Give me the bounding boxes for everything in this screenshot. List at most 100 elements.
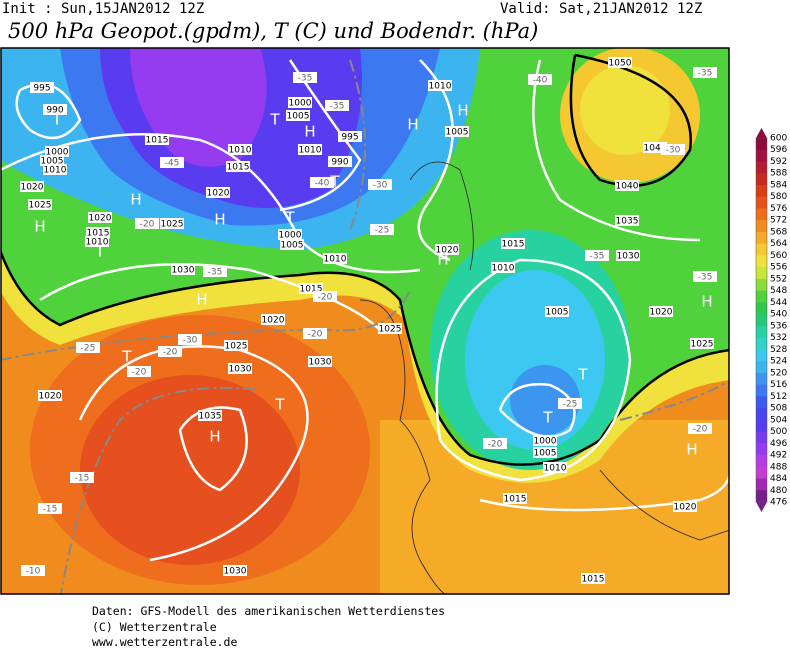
colorbar-band <box>756 490 767 503</box>
colorbar-band <box>756 161 767 174</box>
colorbar-band <box>756 302 767 315</box>
pressure-center: H <box>407 116 418 134</box>
temperature-label-box <box>135 218 159 229</box>
colorbar-label: 484 <box>770 474 787 484</box>
isobar-label: 1035 <box>616 217 639 227</box>
colorbar-band <box>756 431 767 444</box>
temperature-label: -20 <box>318 293 333 303</box>
colorbar-label: 588 <box>770 169 787 179</box>
isobar-label: 995 <box>33 84 50 94</box>
isobar-label-box <box>38 390 62 401</box>
colorbar-label: 492 <box>770 451 787 461</box>
isobar-label-box <box>223 565 247 576</box>
isobar-label: 1005 <box>41 157 64 167</box>
isobar-label-box <box>28 199 52 210</box>
isobar-label-box <box>378 323 402 334</box>
colorbar-band <box>756 396 767 409</box>
isobar-label-box <box>20 181 44 192</box>
isobar-label: 1025 <box>29 201 52 211</box>
isobar-label-box <box>299 283 323 294</box>
colorbar-label: 536 <box>770 321 787 331</box>
isobar-label: 1015 <box>300 285 323 295</box>
isobar-label: 1005 <box>281 241 304 251</box>
colorbar-band <box>756 184 767 198</box>
temperature-label: -35 <box>698 273 713 283</box>
colorbar-band <box>756 478 767 491</box>
isobar-label: 1020 <box>674 503 697 513</box>
colorbar-band <box>756 278 767 292</box>
isobar-label-box <box>445 126 469 137</box>
isobar-label-box <box>288 97 312 108</box>
isobar-label-box <box>338 131 362 142</box>
temperature-label: -20 <box>488 440 503 450</box>
pressure-center: T <box>542 409 553 427</box>
isobar-label-box <box>690 338 714 349</box>
isobar-label: 1025 <box>161 220 184 230</box>
pressure-center: T <box>284 209 295 227</box>
temperature-label: -40 <box>533 76 548 86</box>
isobar-label: 1030 <box>617 252 640 262</box>
isobar-label-box <box>308 356 332 367</box>
isobar-label-box <box>323 253 347 264</box>
colorbar-label: 480 <box>770 486 787 496</box>
temperature-label-box <box>127 366 151 377</box>
colorbar-band <box>756 208 767 221</box>
colorbar-label: 568 <box>770 227 787 237</box>
colorbar-label: 512 <box>770 392 787 402</box>
isobar-label-box <box>649 306 673 317</box>
temperature-label: -25 <box>375 226 390 236</box>
temperature-label-box <box>293 72 317 83</box>
isobar-label: 1010 <box>324 255 347 265</box>
isobar-label-box <box>85 236 109 247</box>
colorbar-band <box>756 443 767 456</box>
footer-line: (C) Wetterzentrale <box>92 620 217 634</box>
isobar-label-box <box>608 57 632 68</box>
isobar-label-box <box>30 82 54 93</box>
isobar-label-box <box>43 164 67 175</box>
isobar-label-box <box>543 462 567 473</box>
temperature-label: -35 <box>698 69 713 79</box>
isobar-label-box <box>160 218 184 229</box>
pressure-center: H <box>130 191 141 209</box>
temperature-label-box <box>585 250 609 261</box>
isobar-label: 1030 <box>229 365 252 375</box>
pressure-center: T <box>329 173 340 191</box>
colorbar-band <box>756 314 767 327</box>
isobar-label-box <box>616 250 640 261</box>
footer-line: www.wetterzentrale.de <box>92 635 237 648</box>
isobar-label: 1000 <box>46 148 69 158</box>
colorbar-label: 516 <box>770 380 787 390</box>
isobar-label-box <box>43 104 67 115</box>
pressure-center: H <box>701 293 712 311</box>
colorbar-band <box>756 419 767 433</box>
isobar-label: 1010 <box>492 264 515 274</box>
pressure-center: T <box>269 111 280 129</box>
isobar-label: 1025 <box>691 340 714 350</box>
colorbar-band <box>756 196 767 209</box>
isobar-label-box <box>40 155 64 166</box>
colorbar-label: 532 <box>770 333 787 343</box>
isobar-label-box <box>643 142 667 153</box>
colorbar-arrow <box>756 128 767 138</box>
temperature-label: -20 <box>132 368 147 378</box>
temperature-label-box <box>688 423 712 434</box>
isobar-label: 1030 <box>172 266 195 276</box>
temperature-label-box <box>70 472 94 483</box>
temperature-label: -20 <box>140 220 155 230</box>
colorbar-label: 496 <box>770 439 787 449</box>
colorbar-label: 600 <box>770 134 787 144</box>
colorbar-band <box>756 290 767 303</box>
colorbar-label: 560 <box>770 251 787 261</box>
temperature-label-box <box>203 266 227 277</box>
temperature-label-box <box>325 100 349 111</box>
temperature-label-box <box>370 224 394 235</box>
isobar-label: 1005 <box>287 112 310 122</box>
temperature-label: -35 <box>330 102 345 112</box>
colorbar-band <box>756 372 767 386</box>
temperature-label-box <box>693 67 717 78</box>
temperature-label: -20 <box>308 330 323 340</box>
isobar-label-box <box>278 229 302 240</box>
isobar-label: 1020 <box>436 246 459 256</box>
isobar-label: 1045 <box>644 144 667 154</box>
